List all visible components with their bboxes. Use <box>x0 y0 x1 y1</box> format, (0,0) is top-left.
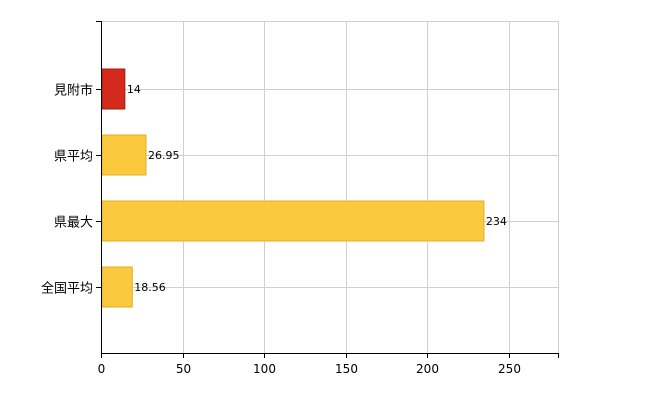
bars <box>101 68 485 308</box>
x-tick-label-50: 50 <box>176 362 191 376</box>
data-label-2: 234 <box>486 215 507 228</box>
category-label-1: 県平均 <box>54 150 93 165</box>
category-label-2: 県最大 <box>54 216 93 231</box>
x-tick-label-200: 200 <box>416 362 439 376</box>
bar-1 <box>101 134 147 176</box>
x-tick-label-0: 0 <box>98 362 106 376</box>
data-label-1: 26.95 <box>148 149 180 162</box>
grid-lines <box>101 21 559 353</box>
data-label-3: 18.56 <box>134 281 166 294</box>
category-label-0: 見附市 <box>54 83 93 99</box>
data-label-0: 14 <box>127 83 141 96</box>
x-tick-label-100: 100 <box>253 362 276 376</box>
category-label-3: 全国平均 <box>41 281 93 297</box>
bar-3 <box>101 266 133 308</box>
x-tick-label-250: 250 <box>498 362 521 376</box>
bar-2 <box>101 200 485 242</box>
bar-0 <box>101 68 126 110</box>
x-tick-label-150: 150 <box>335 362 358 376</box>
axes <box>96 21 559 358</box>
